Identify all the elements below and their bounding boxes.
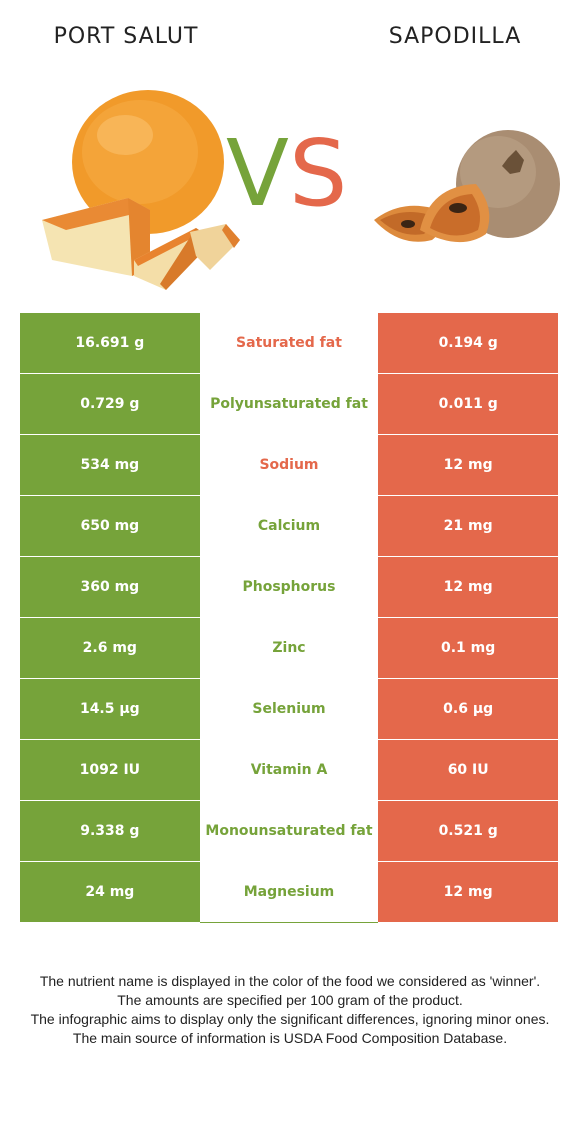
nutrient-name-cell: Vitamin A — [199, 739, 379, 801]
right-value-cell: 12 mg — [378, 556, 558, 618]
left-value-cell: 0.729 g — [20, 373, 200, 435]
left-value-cell: 534 mg — [20, 434, 200, 496]
table-row: 16.691 g Saturated fat 0.194 g — [20, 313, 558, 374]
table-row: 650 mg Calcium 21 mg — [20, 495, 558, 557]
left-value-cell: 650 mg — [20, 495, 200, 557]
footnote: The nutrient name is displayed in the co… — [18, 972, 562, 1048]
left-value-cell: 1092 IU — [20, 739, 200, 801]
vs-v-letter: V — [226, 120, 289, 227]
right-value-cell: 12 mg — [378, 434, 558, 496]
footnote-line: The main source of information is USDA F… — [72, 1030, 508, 1046]
right-food-title: SAPODILLA — [388, 24, 522, 49]
left-food-title: PORT SALUT — [53, 24, 199, 49]
right-value-cell: 0.6 µg — [378, 678, 558, 740]
left-value-cell: 9.338 g — [20, 800, 200, 862]
cheese-image — [42, 90, 240, 290]
nutrient-name-cell: Saturated fat — [199, 313, 379, 374]
table-row: 14.5 µg Selenium 0.6 µg — [20, 678, 558, 740]
table-row: 360 mg Phosphorus 12 mg — [20, 556, 558, 618]
right-value-cell: 0.521 g — [378, 800, 558, 862]
table-row: 2.6 mg Zinc 0.1 mg — [20, 617, 558, 679]
nutrient-name-cell: Monounsaturated fat — [199, 800, 379, 862]
right-value-cell: 0.1 mg — [378, 617, 558, 679]
right-value-cell: 60 IU — [378, 739, 558, 801]
vs-s-letter: S — [288, 120, 348, 227]
nutrient-name-cell: Sodium — [199, 434, 379, 496]
hero-illustration — [42, 90, 560, 290]
nutrient-name-cell: Magnesium — [199, 861, 379, 923]
footnote-line: The amounts are specified per 100 gram o… — [117, 992, 463, 1008]
right-value-cell: 0.011 g — [378, 373, 558, 435]
footnote-line: The nutrient name is displayed in the co… — [39, 973, 541, 989]
table-row: 1092 IU Vitamin A 60 IU — [20, 739, 558, 801]
sapodilla-image — [374, 130, 560, 243]
nutrient-name-cell: Zinc — [199, 617, 379, 679]
nutrient-name-cell: Selenium — [199, 678, 379, 740]
table-row: 9.338 g Monounsaturated fat 0.521 g — [20, 800, 558, 862]
comparison-table: 16.691 g Saturated fat 0.194 g 0.729 g Polyu… — [20, 313, 558, 923]
table-row: 24 mg Magnesium 12 mg — [20, 861, 558, 923]
right-value-cell: 12 mg — [378, 861, 558, 923]
nutrient-name-cell: Polyunsaturated fat — [199, 373, 379, 435]
right-value-cell: 0.194 g — [378, 313, 558, 374]
nutrient-name-cell: Phosphorus — [199, 556, 379, 618]
table-row: 0.729 g Polyunsaturated fat 0.011 g — [20, 373, 558, 435]
left-value-cell: 2.6 mg — [20, 617, 200, 679]
left-value-cell: 24 mg — [20, 861, 200, 923]
footnote-line: The infographic aims to display only the… — [30, 1011, 550, 1027]
vs-label: VS — [226, 128, 347, 220]
left-value-cell: 16.691 g — [20, 313, 200, 374]
nutrient-name-cell: Calcium — [199, 495, 379, 557]
table-row: 534 mg Sodium 12 mg — [20, 434, 558, 496]
left-value-cell: 360 mg — [20, 556, 200, 618]
right-value-cell: 21 mg — [378, 495, 558, 557]
left-value-cell: 14.5 µg — [20, 678, 200, 740]
